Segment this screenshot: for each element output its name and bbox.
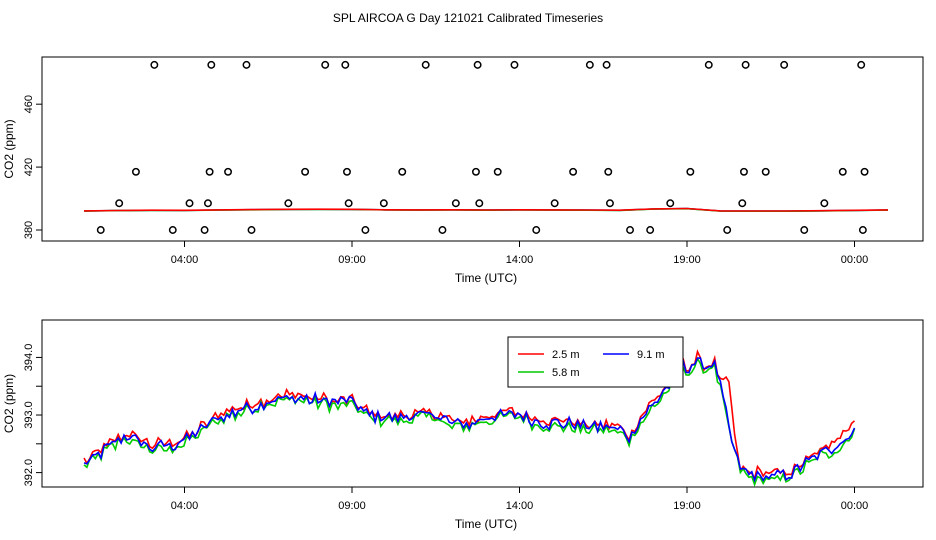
outlier-point [666,199,675,208]
outlier-point [626,226,634,234]
outlier-point [858,226,867,234]
outlier-point [168,226,177,234]
outlier-point [738,199,747,208]
outlier-point [421,60,430,69]
x-tick-label: 04:00 [171,500,199,512]
y-tick-label: 393.0 [23,401,35,429]
legend: 2.5 m 9.1 m 5.8 m [507,336,684,388]
outlier-point [224,167,233,176]
outlier-point [205,167,214,176]
outlier-point [321,60,330,69]
x-tick-label: 04:00 [171,254,199,266]
bottom-panel: 04:00 09:00 14:00 19:00 00:00 Time (UTC) 392.0… [2,319,924,531]
legend-label: 9.1 m [637,349,665,361]
outlier-point [115,199,124,208]
legend-label: 2.5 m [552,349,580,361]
outlier-point [860,167,869,176]
outlier-point [686,167,695,176]
x-axis-label: Time (UTC) [455,271,517,285]
outlier-point [343,167,351,176]
plot-frame [41,56,924,242]
y-axis-label: CO2 (ppm) [2,374,16,433]
outlier-point [475,199,484,208]
x-tick-label: 14:00 [506,500,534,512]
y-tick-label: 420 [23,158,35,176]
outlier-point [606,199,614,208]
outlier-point [398,167,407,176]
y-tick-label: 460 [23,95,35,113]
outlier-point [284,199,293,208]
outlier-point [472,167,480,176]
y-tick-label: 394.0 [23,344,35,372]
outlier-point [569,167,578,176]
outlier-point [602,60,611,69]
outlier-point [585,60,594,69]
x-tick-label: 09:00 [338,254,366,266]
outlier-point [150,60,159,69]
outlier-point [207,60,216,69]
x-tick-label: 19:00 [673,254,701,266]
outlier-point [704,60,713,69]
outlier-point [800,226,809,234]
outlier-point [857,60,866,69]
chart-title: SPL AIRCOA G Day 121021 Calibrated Times… [333,11,603,25]
outlier-point [379,199,388,208]
x-tick-label: 14:00 [506,254,534,266]
outlier-point [761,167,770,176]
outlier-point [185,199,194,208]
outlier-point [820,199,829,208]
outlier-point [200,226,209,234]
outlier-point [96,226,105,234]
outlier-point [550,199,559,208]
y-tick-label: 380 [23,221,35,239]
series-line-2.5m [83,207,889,212]
outlier-point [740,167,748,176]
outlier-point [741,60,750,69]
x-tick-label: 09:00 [338,500,366,512]
outlier-point [204,199,212,208]
y-tick-label: 392.0 [23,459,35,487]
x-axis-label: Time (UTC) [455,517,517,531]
top-panel: 04:00 09:00 14:00 19:00 00:00 Time (UTC) 380 42… [2,56,924,285]
plot-frame [41,319,924,488]
y-axis-label: CO2 (ppm) [2,119,16,178]
outlier-point [438,226,447,234]
series-line-5.8m [83,356,856,487]
outlier-point [451,199,460,208]
outlier-point [473,60,482,69]
x-tick-label: 00:00 [841,254,869,266]
outlier-point [242,60,251,69]
legend-box [507,336,684,388]
legend-label: 5.8 m [552,367,580,379]
outlier-point [510,60,519,69]
outlier-point [247,226,256,234]
outlier-point [604,167,613,176]
outlier-point [532,226,541,234]
outlier-point [341,60,350,69]
outlier-point [780,60,789,69]
x-tick-label: 19:00 [673,500,701,512]
outlier-point [723,226,732,234]
outlier-point [493,167,502,176]
series-line-9.1m [83,357,856,483]
outlier-point [646,226,655,234]
outlier-point [344,199,353,208]
outlier-point [361,226,370,234]
x-tick-label: 00:00 [841,500,869,512]
outlier-point [838,167,847,176]
outlier-point [131,167,140,176]
outlier-point [301,167,310,176]
